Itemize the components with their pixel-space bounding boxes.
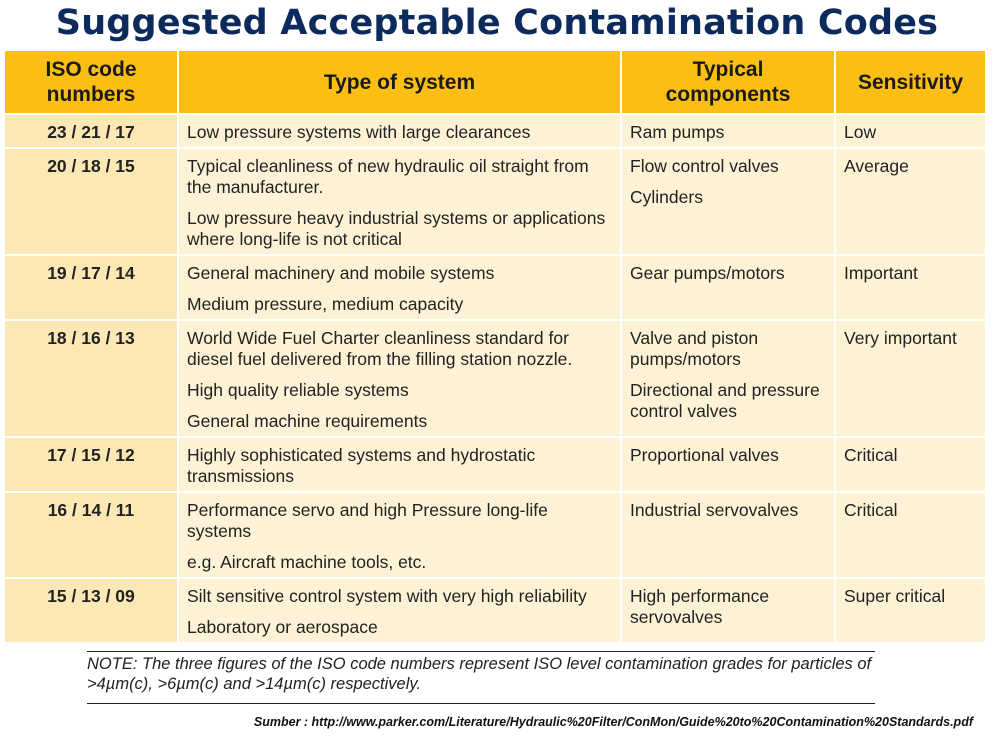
table-row: 15 / 13 / 09 Silt sensitive control syste…	[5, 577, 985, 642]
components-cell: Ram pumps	[620, 113, 835, 148]
header-sensitivity: Sensitivity	[834, 51, 985, 114]
system-type-cell: General machinery and mobile systems Medi…	[177, 254, 621, 320]
system-type-cell: Highly sophisticated systems and hydrost…	[177, 436, 621, 492]
system-description: General machinery and mobile systems	[187, 263, 495, 283]
component-item: Cylinders	[630, 187, 703, 207]
table-body: 23 / 21 / 17 Low pressure systems with la…	[5, 113, 985, 642]
contamination-table: ISO code numbers Type of system Typical …	[5, 51, 985, 642]
components-cell: Industrial servovalves	[620, 491, 835, 578]
table-row: 18 / 16 / 13 World Wide Fuel Charter clea…	[5, 319, 985, 437]
iso-code-cell: 20 / 18 / 15	[5, 147, 178, 255]
system-description: Typical cleanliness of new hydraulic oil…	[187, 156, 589, 197]
iso-code-cell: 15 / 13 / 09	[5, 577, 178, 642]
iso-code-cell: 17 / 15 / 12	[5, 436, 178, 492]
system-description: Low pressure heavy industrial systems or…	[187, 208, 606, 249]
system-type-cell: Low pressure systems with large clearanc…	[177, 113, 621, 148]
table-row: 16 / 14 / 11 Performance servo and high P…	[5, 491, 985, 578]
system-description: Silt sensitive control system with very …	[187, 586, 587, 606]
table-row: 19 / 17 / 14 General machinery and mobile…	[5, 254, 985, 320]
header-typical-components: Typical components	[620, 51, 835, 114]
header-type-of-system: Type of system	[177, 51, 621, 114]
components-cell: High performance servovalves	[620, 577, 835, 642]
components-cell: Flow control valves Cylinders	[620, 147, 835, 255]
component-item: High performance servovalves	[630, 586, 770, 627]
component-item: Directional and pressure control valves	[630, 380, 820, 421]
component-item: Valve and piston pumps/motors	[630, 328, 759, 369]
sensitivity-cell: Very important	[834, 319, 985, 437]
components-cell: Valve and piston pumps/motors Directional…	[620, 319, 835, 437]
iso-code-cell: 16 / 14 / 11	[5, 491, 178, 578]
system-type-cell: Typical cleanliness of new hydraulic oil…	[177, 147, 621, 255]
component-item: Industrial servovalves	[630, 500, 799, 520]
component-item: Proportional valves	[630, 445, 779, 465]
component-item: Ram pumps	[630, 122, 725, 142]
iso-code-cell: 19 / 17 / 14	[5, 254, 178, 320]
system-description: Low pressure systems with large clearanc…	[187, 122, 531, 142]
footnote: NOTE: The three figures of the ISO code …	[87, 651, 875, 704]
sensitivity-cell: Low	[834, 113, 985, 148]
system-description: Medium pressure, medium capacity	[187, 294, 464, 314]
components-cell: Gear pumps/motors	[620, 254, 835, 320]
header-iso-code: ISO code numbers	[5, 51, 178, 114]
system-description: World Wide Fuel Charter cleanliness stan…	[187, 328, 573, 369]
sensitivity-cell: Critical	[834, 491, 985, 578]
system-type-cell: World Wide Fuel Charter cleanliness stan…	[177, 319, 621, 437]
system-type-cell: Performance servo and high Pressure long…	[177, 491, 621, 578]
system-description: Highly sophisticated systems and hydrost…	[187, 445, 536, 486]
table-header-row: ISO code numbers Type of system Typical …	[5, 51, 985, 114]
sensitivity-cell: Super critical	[834, 577, 985, 642]
system-description: Laboratory or aerospace	[187, 617, 378, 637]
table-row: 20 / 18 / 15 Typical cleanliness of new h…	[5, 147, 985, 255]
component-item: Gear pumps/motors	[630, 263, 785, 283]
table-row: 17 / 15 / 12 Highly sophisticated systems…	[5, 436, 985, 492]
components-cell: Proportional valves	[620, 436, 835, 492]
sensitivity-cell: Critical	[834, 436, 985, 492]
system-description: e.g. Aircraft machine tools, etc.	[187, 552, 427, 572]
page-title: Suggested Acceptable Contamination Codes	[55, 3, 939, 43]
component-item: Flow control valves	[630, 156, 779, 176]
table-row: 23 / 21 / 17 Low pressure systems with la…	[5, 113, 985, 148]
iso-code-cell: 18 / 16 / 13	[5, 319, 178, 437]
system-description: Performance servo and high Pressure long…	[187, 500, 548, 541]
source-citation: Sumber : http://www.parker.com/Literatur…	[253, 715, 973, 729]
sensitivity-cell: Average	[834, 147, 985, 255]
iso-code-cell: 23 / 21 / 17	[5, 113, 178, 148]
system-type-cell: Silt sensitive control system with very …	[177, 577, 621, 642]
system-description: General machine requirements	[187, 411, 428, 431]
system-description: High quality reliable systems	[187, 380, 409, 400]
sensitivity-cell: Important	[834, 254, 985, 320]
